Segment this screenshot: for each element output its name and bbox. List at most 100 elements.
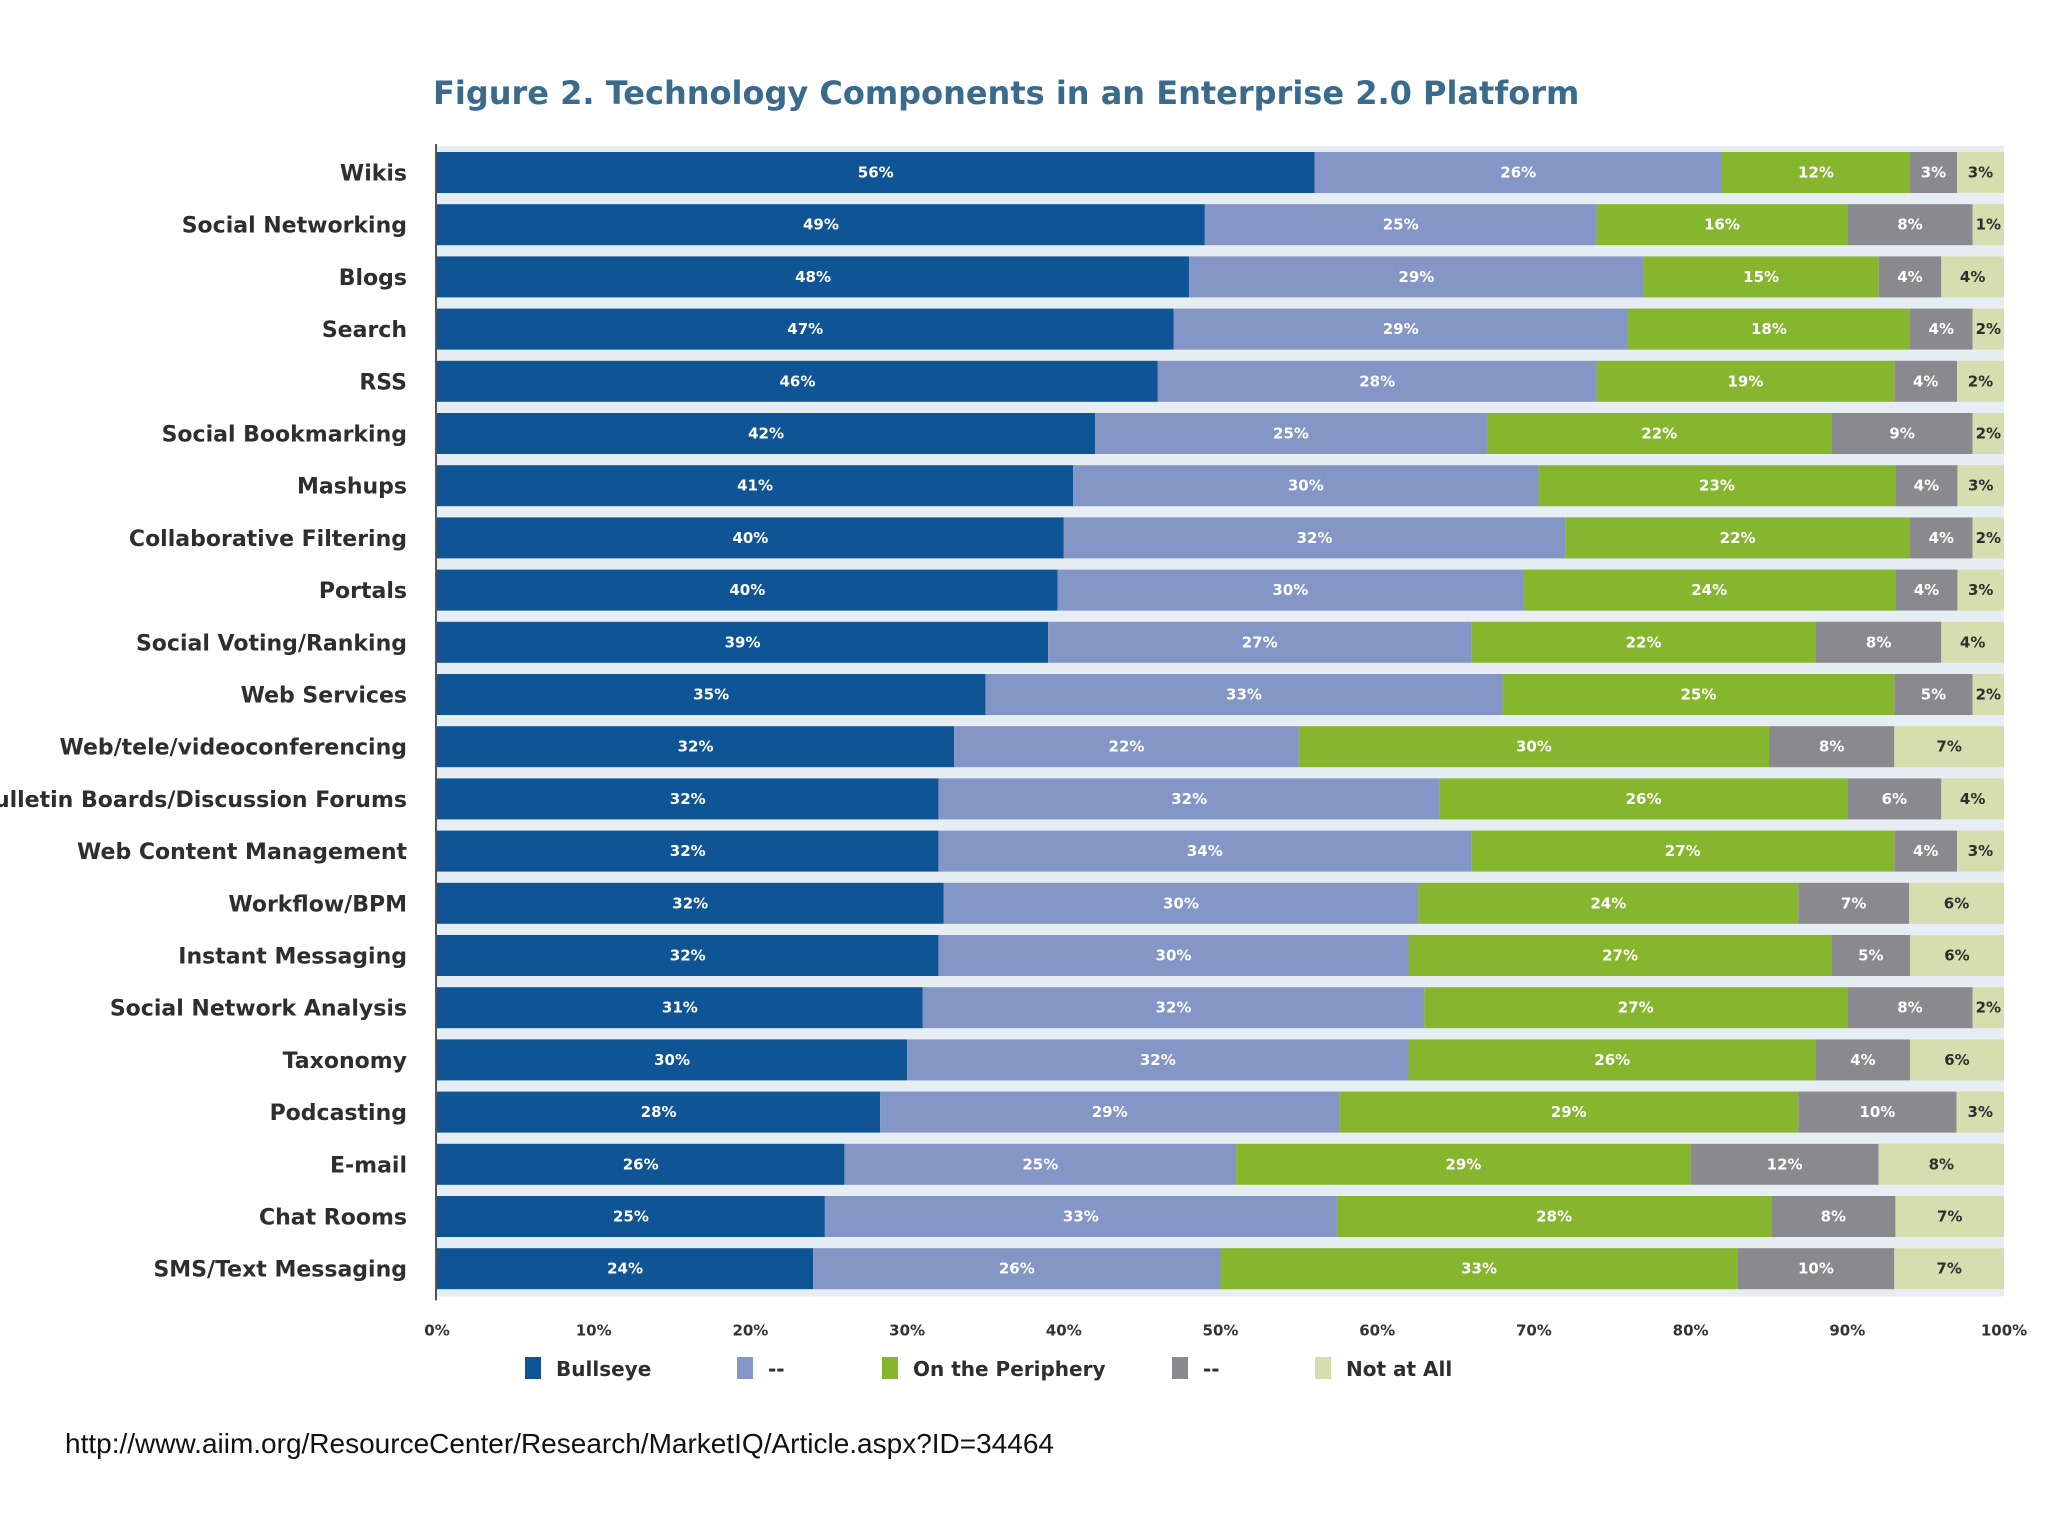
- data-label-mashups-series-3: 23%: [1699, 477, 1735, 495]
- bar-web-services-series-1: [437, 674, 986, 715]
- bar-podcasting-series-4: [1798, 1091, 1957, 1133]
- data-label-collaborative-filtering-series-3: 22%: [1720, 529, 1756, 547]
- data-label-instant-messaging-series-5: 6%: [1944, 947, 1969, 965]
- bar-wikis-series-5: [1956, 152, 2004, 193]
- data-label-e-mail-series-5: 8%: [1929, 1155, 1954, 1173]
- bar-web-tele-videoconferencing-series-2: [954, 726, 1299, 768]
- bar-mashups-series-5: [1957, 465, 2004, 507]
- bar-social-networking-series-5: [1972, 204, 2004, 246]
- data-label-sms-text-messaging-series-2: 26%: [999, 1260, 1035, 1278]
- data-label-social-networking-series-4: 8%: [1897, 216, 1922, 234]
- data-label-portals-series-1: 40%: [729, 581, 765, 599]
- bar-social-bookmarking-series-1: [437, 413, 1096, 454]
- bar-web-services-series-2: [985, 674, 1503, 715]
- data-label-e-mail-series-1: 26%: [623, 1155, 659, 1173]
- x-tick-label-70: 70%: [1516, 1321, 1552, 1339]
- bar-taxonomy-series-1: [437, 1039, 908, 1081]
- bar-rss-series-1: [437, 360, 1158, 402]
- data-label-workflow-bpm-series-1: 32%: [672, 894, 708, 912]
- data-label-web-tele-videoconferencing-series-1: 32%: [678, 738, 714, 756]
- x-axis: 0% 10% 20% 30% 40% 50% 60% 70% 80% 90% 100%: [424, 1321, 2027, 1339]
- bar-web-content-management-series-2: [938, 830, 1472, 872]
- bar-instant-messaging-series-4: [1831, 935, 1910, 976]
- bar-blogs-series-2: [1189, 256, 1644, 298]
- data-label-podcasting-series-1: 28%: [641, 1103, 677, 1121]
- category-label-social-network-analysis: Social Network Analysis: [110, 997, 407, 1022]
- bar-web-services-series-5: [1972, 674, 2004, 715]
- bar-social-bookmarking-series-5: [1972, 413, 2004, 454]
- category-label-workflow-bpm: Workflow/BPM: [228, 892, 407, 917]
- bar-portals-series-3: [1523, 569, 1896, 611]
- data-label-web-tele-videoconferencing-series-5: 7%: [1936, 738, 1961, 756]
- data-label-web-content-management-series-1: 32%: [670, 842, 706, 860]
- data-label-mashups-series-4: 4%: [1914, 477, 1939, 495]
- bar-workflow-bpm-series-5: [1909, 882, 2004, 924]
- bar-web-content-management-series-5: [1956, 830, 2004, 872]
- category-label-web-tele-videoconferencing: Web/tele/videoconferencing: [59, 736, 407, 761]
- bar-rss-series-4: [1894, 360, 1957, 402]
- data-label-bulletin-boards-discussion-forums-series-5: 4%: [1960, 790, 1985, 808]
- bar-instant-messaging-series-2: [938, 935, 1409, 976]
- bar-web-tele-videoconferencing-series-1: [437, 726, 955, 768]
- data-label-taxonomy-series-2: 32%: [1140, 1051, 1176, 1069]
- bar-workflow-bpm-series-4: [1798, 882, 1910, 924]
- data-label-rss-series-5: 2%: [1968, 372, 1993, 390]
- bar-wikis-series-1: [437, 152, 1315, 193]
- bar-bulletin-boards-discussion-forums-series-3: [1439, 778, 1848, 820]
- legend-swatch-4: [1172, 1357, 1188, 1379]
- bar-bulletin-boards-discussion-forums-series-1: [437, 778, 939, 820]
- data-label-sms-text-messaging-series-3: 33%: [1461, 1260, 1497, 1278]
- data-label-collaborative-filtering-series-1: 40%: [732, 529, 768, 547]
- data-label-social-voting-ranking-series-5: 4%: [1960, 633, 1985, 651]
- bar-e-mail-series-1: [437, 1143, 845, 1185]
- bar-bulletin-boards-discussion-forums-series-5: [1941, 778, 2004, 820]
- category-label-search: Search: [322, 318, 407, 343]
- x-tick-label-60: 60%: [1359, 1321, 1395, 1339]
- bar-collaborative-filtering-series-5: [1972, 517, 2004, 559]
- bar-mashups-series-2: [1073, 465, 1539, 507]
- bar-web-content-management-series-4: [1894, 830, 1957, 872]
- data-label-social-network-analysis-series-5: 2%: [1976, 999, 2001, 1017]
- bar-sms-text-messaging-series-5: [1894, 1248, 2004, 1290]
- data-label-social-networking-series-3: 16%: [1704, 216, 1740, 234]
- data-label-social-networking-series-5: 1%: [1976, 216, 2001, 234]
- bar-web-services-series-4: [1894, 674, 1973, 715]
- data-label-social-bookmarking-series-3: 22%: [1641, 425, 1677, 443]
- bar-chat-rooms-series-5: [1895, 1196, 2004, 1237]
- data-label-portals-series-4: 4%: [1914, 581, 1939, 599]
- bar-workflow-bpm-series-3: [1418, 882, 1799, 924]
- x-tick-label-10: 10%: [576, 1321, 612, 1339]
- data-label-social-bookmarking-series-4: 9%: [1889, 425, 1914, 443]
- data-label-sms-text-messaging-series-1: 24%: [607, 1260, 643, 1278]
- bar-social-voting-ranking-series-2: [1048, 621, 1472, 663]
- bar-search-series-4: [1909, 308, 1973, 350]
- legend-label-4: --: [1203, 1357, 1220, 1381]
- data-label-mashups-series-2: 30%: [1288, 477, 1324, 495]
- bar-blogs-series-1: [437, 256, 1190, 298]
- bar-workflow-bpm-series-2: [943, 882, 1419, 924]
- data-label-web-tele-videoconferencing-series-3: 30%: [1516, 738, 1552, 756]
- bar-e-mail-series-4: [1690, 1143, 1879, 1185]
- data-label-blogs-series-1: 48%: [795, 268, 831, 286]
- bar-social-networking-series-4: [1847, 204, 1973, 246]
- bar-portals-series-4: [1895, 569, 1958, 611]
- data-label-sms-text-messaging-series-4: 10%: [1798, 1260, 1834, 1278]
- bar-chat-rooms-series-4: [1771, 1196, 1896, 1237]
- data-label-instant-messaging-series-2: 30%: [1156, 947, 1192, 965]
- bar-bulletin-boards-discussion-forums-series-4: [1847, 778, 1942, 820]
- data-label-portals-series-2: 30%: [1272, 581, 1308, 599]
- data-label-workflow-bpm-series-4: 7%: [1841, 894, 1866, 912]
- bar-search-series-3: [1627, 308, 1910, 350]
- data-label-web-content-management-series-2: 34%: [1187, 842, 1223, 860]
- bar-instant-messaging-series-1: [437, 935, 939, 976]
- data-label-web-tele-videoconferencing-series-4: 8%: [1819, 738, 1844, 756]
- data-label-e-mail-series-2: 25%: [1022, 1155, 1058, 1173]
- data-label-search-series-4: 4%: [1929, 320, 1954, 338]
- data-label-blogs-series-3: 15%: [1743, 268, 1779, 286]
- bar-portals-series-2: [1057, 569, 1524, 611]
- data-label-search-series-3: 18%: [1751, 320, 1787, 338]
- bar-social-networking-series-3: [1596, 204, 1848, 246]
- data-label-mashups-series-5: 3%: [1968, 477, 1993, 495]
- bar-mashups-series-3: [1538, 465, 1896, 507]
